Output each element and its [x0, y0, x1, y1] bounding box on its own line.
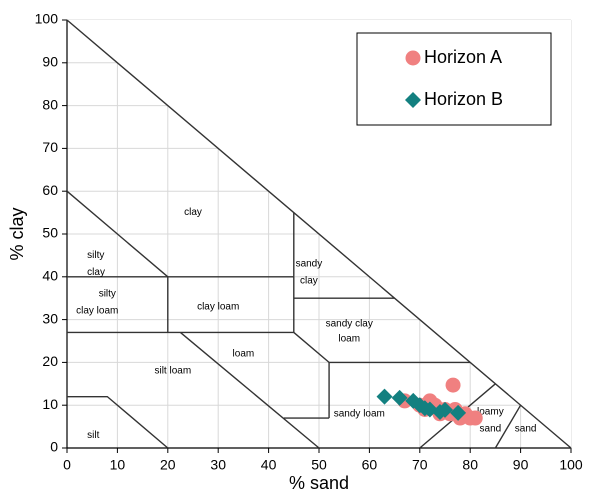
point [445, 377, 461, 393]
y-tick-label: 0 [50, 439, 58, 455]
x-tick-label: 60 [362, 457, 378, 473]
x-axis-label: % sand [289, 473, 349, 493]
y-tick-label: 50 [42, 225, 58, 241]
region-label: sand [515, 423, 537, 434]
point [467, 410, 483, 426]
x-tick-label: 10 [110, 457, 126, 473]
point [450, 404, 467, 421]
class-boundary [66, 19, 572, 449]
y-tick-label: 70 [42, 139, 58, 155]
region-label: silt loam [154, 366, 191, 377]
class-boundary [179, 331, 320, 449]
region-label: silty [99, 289, 116, 300]
y-tick-label: 20 [42, 353, 58, 369]
legend: Horizon A Horizon B [356, 32, 552, 126]
point [437, 401, 453, 418]
y-tick-label: 30 [42, 310, 58, 326]
region-label: loam [338, 334, 360, 345]
x-tick-label: 90 [513, 457, 529, 473]
y-tick-label: 60 [42, 182, 58, 198]
region-label: clay [300, 276, 318, 287]
class-boundary [293, 331, 330, 363]
x-tick-label: 100 [559, 457, 583, 473]
region-label: clay [87, 267, 105, 278]
legend-marker [405, 50, 421, 66]
legend-label: Horizon B [424, 89, 503, 109]
x-tick-label: 30 [210, 457, 226, 473]
x-tick-label: 20 [160, 457, 176, 473]
x-tick-label: 50 [311, 457, 327, 473]
class-boundary [494, 404, 522, 449]
y-tick-label: 80 [42, 96, 58, 112]
legend-label: Horizon A [424, 47, 502, 67]
y-axis-label: % clay [7, 207, 27, 260]
y-tick-label: 10 [42, 396, 58, 412]
y-tick-label: 40 [42, 268, 58, 284]
series [376, 388, 467, 421]
point [391, 389, 408, 406]
region-label: clay loam [197, 301, 239, 312]
x-tick-label: 80 [462, 457, 478, 473]
legend-box [356, 32, 552, 126]
region-label: loam [233, 348, 255, 359]
x-tick-label: 0 [63, 457, 71, 473]
y-tick-label: 90 [42, 54, 58, 70]
point [376, 388, 393, 405]
class-boundary [67, 395, 169, 449]
region-label: sandy [296, 259, 323, 270]
x-tick-label: 40 [261, 457, 277, 473]
region-label: sandy loam [334, 408, 385, 419]
legend-marker [405, 92, 421, 108]
x-tick-label: 70 [412, 457, 428, 473]
region-label: silt [87, 430, 99, 441]
region-label: sand [480, 423, 502, 434]
class-boundary [66, 190, 169, 278]
region-label: loamy [477, 406, 504, 417]
y-tick-label: 100 [35, 11, 59, 27]
region-label: clay [184, 207, 202, 218]
region-label: silty [87, 250, 104, 261]
region-label: sandy clay [326, 319, 373, 330]
region-label: clay loam [76, 306, 118, 317]
